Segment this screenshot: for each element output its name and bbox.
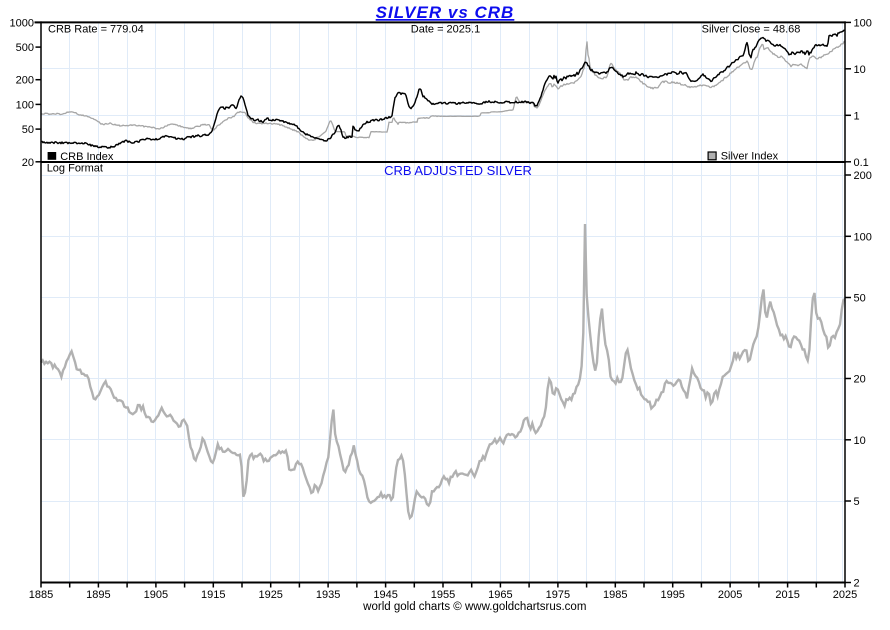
svg-text:10: 10 bbox=[854, 435, 866, 447]
svg-text:2: 2 bbox=[854, 578, 860, 590]
svg-text:1945: 1945 bbox=[373, 589, 397, 601]
svg-text:Date = 2025.1: Date = 2025.1 bbox=[411, 24, 480, 36]
svg-text:1995: 1995 bbox=[660, 589, 684, 601]
svg-text:100: 100 bbox=[16, 99, 34, 111]
svg-text:200: 200 bbox=[16, 75, 34, 87]
svg-text:CRB ADJUSTED SILVER: CRB ADJUSTED SILVER bbox=[384, 163, 532, 178]
svg-text:1935: 1935 bbox=[316, 589, 340, 601]
svg-text:500: 500 bbox=[16, 42, 34, 54]
svg-text:50: 50 bbox=[22, 124, 34, 136]
svg-text:2005: 2005 bbox=[718, 589, 742, 601]
svg-text:2015: 2015 bbox=[775, 589, 799, 601]
svg-text:1925: 1925 bbox=[258, 589, 282, 601]
svg-text:world gold charts © www.goldch: world gold charts © www.goldchartsrus.co… bbox=[362, 601, 586, 613]
svg-text:CRB Index: CRB Index bbox=[60, 151, 114, 163]
svg-text:1975: 1975 bbox=[546, 589, 570, 601]
svg-text:Silver Index: Silver Index bbox=[721, 151, 779, 163]
svg-text:20: 20 bbox=[22, 157, 34, 169]
svg-text:1985: 1985 bbox=[603, 589, 627, 601]
svg-text:10: 10 bbox=[854, 64, 866, 76]
svg-text:100: 100 bbox=[854, 17, 872, 29]
svg-text:200: 200 bbox=[854, 170, 872, 182]
svg-text:1885: 1885 bbox=[29, 589, 53, 601]
svg-text:CRB Rate = 779.04: CRB Rate = 779.04 bbox=[48, 24, 144, 36]
svg-text:1905: 1905 bbox=[144, 589, 168, 601]
svg-text:5: 5 bbox=[854, 496, 860, 508]
svg-text:20: 20 bbox=[854, 374, 866, 386]
svg-text:1000: 1000 bbox=[10, 17, 34, 29]
svg-text:0.1: 0.1 bbox=[854, 157, 869, 169]
svg-text:100: 100 bbox=[854, 231, 872, 243]
svg-text:1895: 1895 bbox=[86, 589, 110, 601]
svg-text:1965: 1965 bbox=[488, 589, 512, 601]
svg-text:2025: 2025 bbox=[833, 589, 857, 601]
svg-text:Silver Close = 48.68: Silver Close = 48.68 bbox=[702, 24, 801, 36]
svg-text:Log Format: Log Format bbox=[47, 163, 103, 175]
svg-text:1: 1 bbox=[854, 110, 860, 122]
svg-text:1955: 1955 bbox=[431, 589, 455, 601]
svg-text:50: 50 bbox=[854, 293, 866, 305]
svg-text:1915: 1915 bbox=[201, 589, 225, 601]
svg-text:SILVER vs CRB: SILVER vs CRB bbox=[376, 3, 515, 22]
